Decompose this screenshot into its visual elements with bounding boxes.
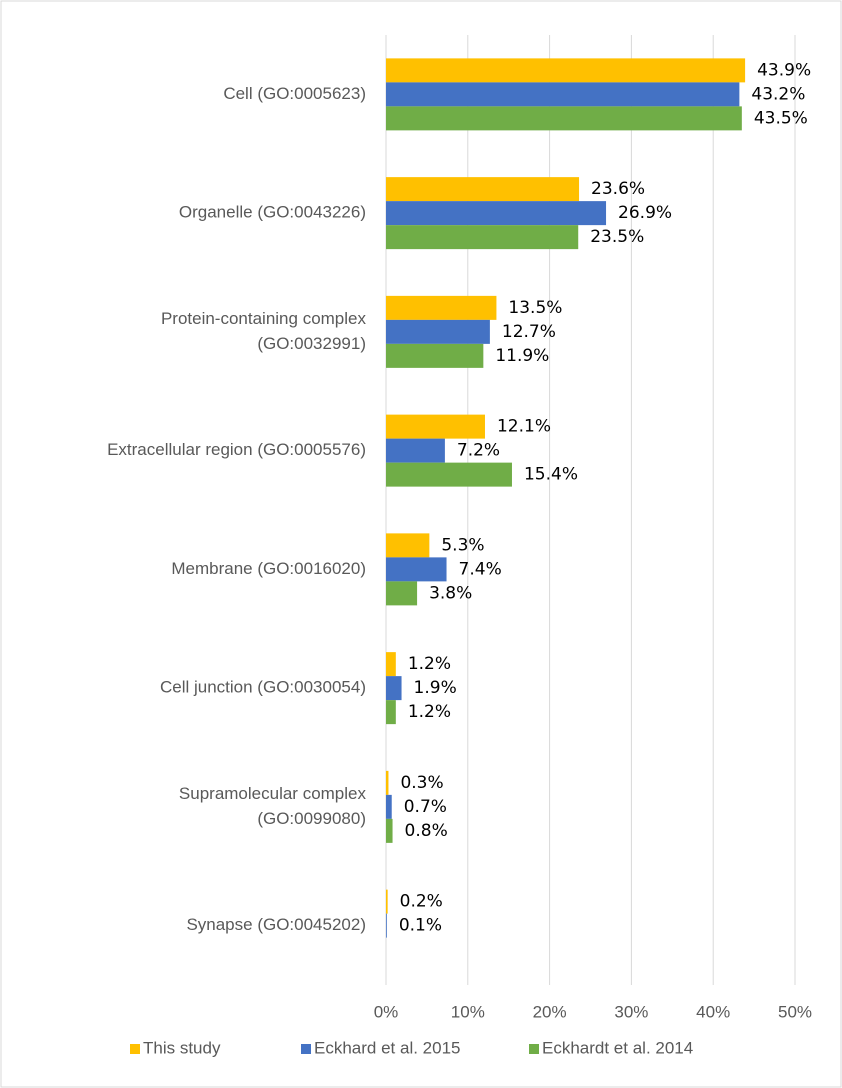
legend-swatch — [130, 1044, 140, 1054]
legend-swatch — [529, 1044, 539, 1054]
category-label: Membrane (GO:0016020) — [171, 559, 366, 578]
bar — [386, 58, 746, 83]
legend-label: This study — [143, 1038, 221, 1057]
legend-label: Eckhard et al. 2015 — [314, 1038, 460, 1057]
x-tick-label: 0% — [374, 1002, 399, 1021]
bar — [386, 913, 387, 938]
category-label: Cell junction (GO:0030054) — [160, 678, 366, 697]
bar — [386, 295, 497, 320]
bar — [386, 319, 490, 344]
category-label: Extracellular region (GO:0005576) — [107, 440, 366, 459]
x-tick-label: 40% — [696, 1002, 730, 1021]
bar — [386, 818, 393, 843]
legend-label: Eckhardt et al. 2014 — [542, 1038, 693, 1057]
data-label: 0.1% — [399, 916, 442, 936]
data-label: 15.4% — [524, 465, 578, 485]
category-label: Supramolecular complex — [179, 784, 367, 803]
data-label: 1.2% — [408, 702, 451, 722]
bar — [386, 652, 396, 677]
x-tick-label: 10% — [451, 1002, 485, 1021]
data-label: 1.2% — [408, 654, 451, 674]
data-label: 13.5% — [508, 298, 562, 318]
data-label: 12.1% — [497, 417, 551, 437]
bar — [386, 177, 580, 202]
x-tick-label: 20% — [533, 1002, 567, 1021]
bar — [386, 557, 447, 582]
bar — [386, 794, 392, 819]
bar — [386, 225, 579, 250]
data-label: 1.9% — [414, 678, 457, 698]
data-label: 12.7% — [502, 322, 556, 342]
bar — [386, 462, 512, 487]
category-label: Protein-containing complex — [161, 309, 367, 328]
legend-swatch — [301, 1044, 311, 1054]
data-label: 0.3% — [400, 773, 443, 793]
bar — [386, 343, 484, 368]
bar — [386, 82, 740, 107]
category-label: Organelle (GO:0043226) — [179, 203, 366, 222]
data-label: 5.3% — [441, 535, 484, 555]
bar — [386, 581, 418, 606]
category-label: Cell (GO:0005623) — [223, 84, 366, 103]
bar — [386, 889, 388, 914]
data-label: 23.6% — [591, 179, 645, 199]
bar — [386, 438, 445, 463]
bar — [386, 676, 402, 701]
data-label: 43.9% — [757, 60, 811, 80]
bar — [386, 700, 396, 725]
category-label: (GO:0099080) — [257, 809, 366, 828]
data-label: 7.2% — [457, 441, 500, 461]
bar — [386, 770, 389, 795]
data-label: 0.2% — [400, 892, 443, 912]
x-tick-label: 50% — [778, 1002, 812, 1021]
category-label: Synapse (GO:0045202) — [186, 915, 366, 934]
data-label: 43.2% — [751, 84, 805, 104]
data-label: 3.8% — [429, 583, 472, 603]
category-label: (GO:0032991) — [257, 334, 366, 353]
data-label: 26.9% — [618, 203, 672, 223]
bar — [386, 106, 742, 131]
data-label: 0.8% — [405, 821, 448, 841]
data-label: 43.5% — [754, 108, 808, 128]
data-label: 7.4% — [459, 559, 502, 579]
data-label: 0.7% — [404, 797, 447, 817]
bar — [386, 414, 485, 439]
data-label: 23.5% — [590, 227, 644, 247]
bar — [386, 533, 430, 558]
bar — [386, 201, 607, 226]
data-label: 11.9% — [495, 346, 549, 366]
x-tick-label: 30% — [614, 1002, 648, 1021]
